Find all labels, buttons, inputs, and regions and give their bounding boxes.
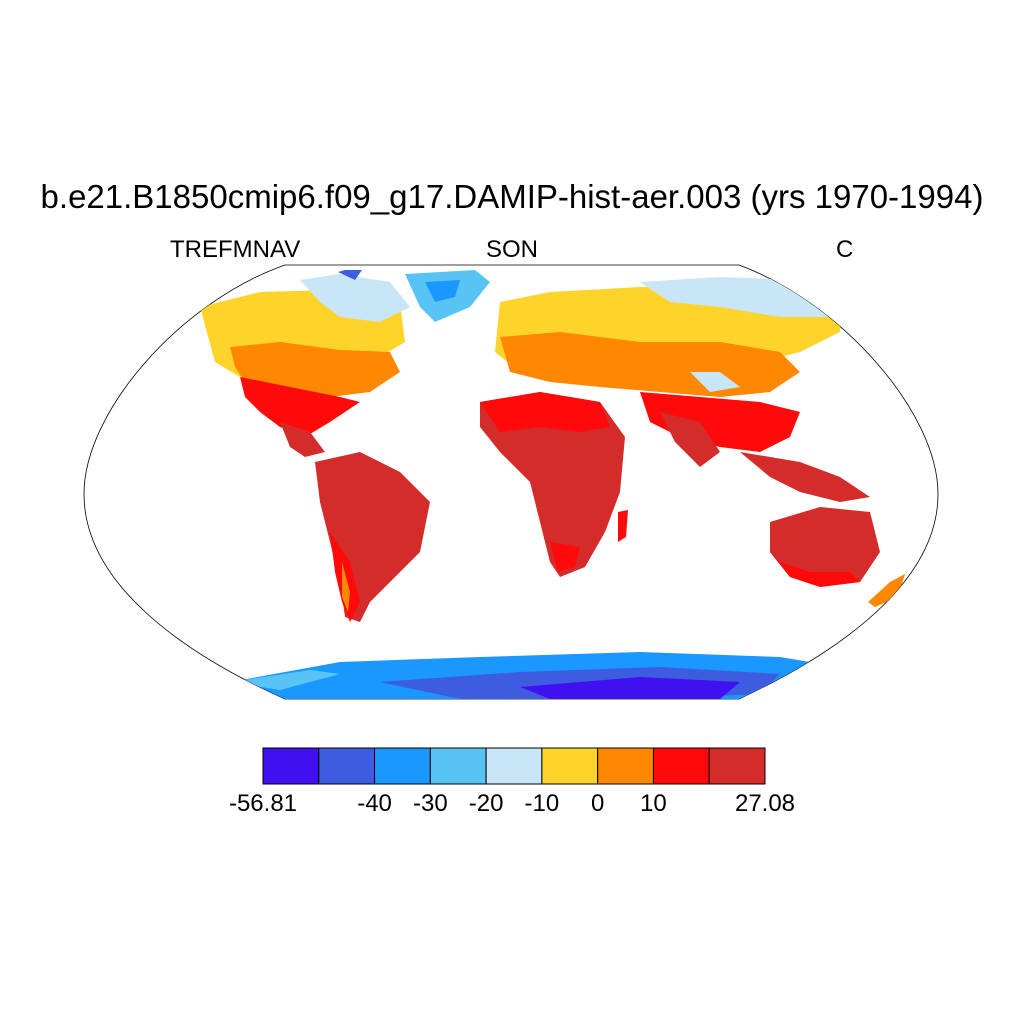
- variable-name: TREFMNAV: [170, 236, 301, 263]
- colorbar-tick-label: -56.81: [228, 790, 298, 817]
- colorbar-tick-label: 27.08: [734, 790, 796, 817]
- australia: [770, 507, 905, 607]
- south-america: [315, 452, 430, 622]
- season-label: SON: [485, 236, 538, 263]
- colorbar-swatch: [429, 747, 487, 785]
- colorbar-swatch: [541, 747, 599, 785]
- antarctica: [230, 652, 840, 699]
- africa: [480, 392, 628, 577]
- colorbar-swatch: [262, 747, 320, 785]
- colorbar-tick-label: -10: [524, 790, 560, 817]
- colorbar-swatch: [652, 747, 710, 785]
- eurasia: [495, 277, 870, 502]
- map-title: b.e21.B1850cmip6.f09_g17.DAMIP-hist-aer.…: [40, 178, 984, 215]
- colorbar-swatch: [485, 747, 543, 785]
- colorbar-swatch: [597, 747, 654, 785]
- world-map: [83, 264, 939, 700]
- greenland: [405, 270, 490, 322]
- colorbar: [262, 747, 766, 785]
- units-label: C: [836, 236, 854, 263]
- north-america: [200, 270, 410, 457]
- colorbar-tick-label: -20: [468, 790, 504, 817]
- colorbar-swatch: [374, 747, 431, 785]
- colorbar-tick-label: 0: [590, 790, 605, 817]
- colorbar-tick-label: -40: [357, 790, 392, 817]
- colorbar-tick-label: -30: [412, 790, 448, 817]
- colorbar-swatch: [708, 747, 766, 785]
- colorbar-swatch: [318, 747, 376, 785]
- colorbar-tick-label: 10: [640, 790, 667, 817]
